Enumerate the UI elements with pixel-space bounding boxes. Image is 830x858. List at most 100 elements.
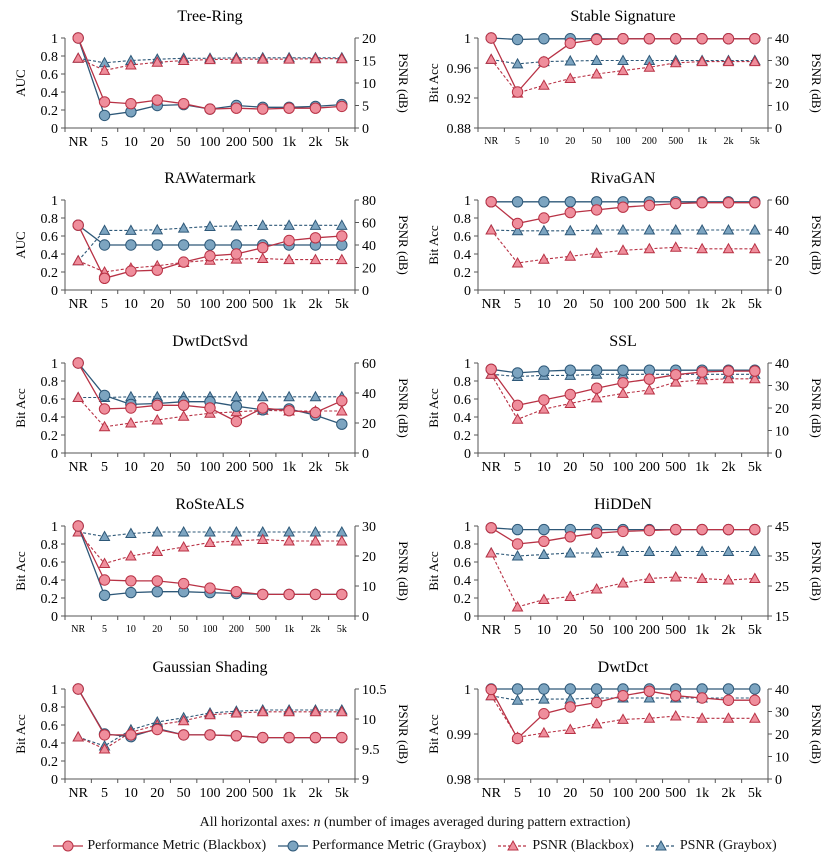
x-tick-label: 5k [337, 624, 347, 635]
chart-hidden: HiDDeN 0 0.2 0.4 0.6 0.8 1 15 25 35 45 NR 5 10 20 50 100… [426, 496, 824, 638]
x-tick-label: 2k [721, 297, 735, 312]
right-tick-label: 10.5 [362, 683, 387, 698]
y-axis-label: AUC [13, 69, 28, 96]
x-tick-label: 5 [514, 460, 521, 475]
x-tick-label: 500 [668, 136, 683, 147]
left-tick-label: 0.4 [454, 574, 472, 589]
right-tick-label: 0 [362, 284, 369, 299]
y2-axis-label: PSNR (dB) [396, 541, 411, 601]
marker-perf-black [749, 197, 761, 209]
marker-psnr-black [151, 413, 164, 425]
marker-psnr-black [538, 403, 550, 414]
marker-perf-gray [538, 196, 550, 208]
x-tick-label: 100 [200, 786, 221, 801]
marker-psnr-black [590, 67, 603, 79]
left-tick-label: 0.6 [454, 556, 472, 571]
right-tick-label: 60 [775, 194, 789, 209]
x-tick-label: NR [68, 786, 88, 801]
marker-perf-black [230, 248, 243, 260]
chart-title: Gaussian Shading [152, 659, 267, 676]
x-tick-label: 5k [335, 460, 349, 475]
series-line-perf-black [77, 37, 342, 110]
marker-perf-gray [749, 683, 761, 695]
marker-perf-black [670, 369, 682, 381]
caption-variable: n [313, 815, 321, 830]
marker-perf-black [643, 685, 656, 697]
series-line-psnr-black [490, 552, 755, 608]
marker-perf-black [564, 206, 576, 219]
right-tick-label: 9.5 [362, 743, 380, 758]
marker-psnr-gray [722, 223, 735, 235]
y-axis-label: Bit Acc [426, 388, 441, 428]
y2-axis-label: PSNR (dB) [809, 215, 824, 275]
marker-perf-black [72, 357, 84, 369]
x-tick-label: 5 [101, 786, 108, 801]
left-tick-label: 0.8 [41, 212, 59, 227]
marker-perf-black [749, 33, 761, 45]
x-tick-label: 10 [124, 460, 138, 475]
left-tick-label: 0.92 [447, 92, 472, 107]
marker-perf-black [722, 694, 735, 706]
x-tick-label: 1k [284, 624, 294, 635]
marker-perf-black [151, 264, 163, 276]
left-tick-label: 0.6 [454, 230, 472, 245]
marker-psnr-black [230, 53, 243, 64]
marker-psnr-gray [204, 525, 216, 537]
left-tick-label: 0.6 [41, 719, 59, 734]
x-tick-label: 50 [592, 136, 602, 147]
marker-psnr-gray [643, 691, 656, 703]
left-tick-label: 0 [464, 610, 471, 625]
marker-perf-gray [511, 523, 524, 536]
marker-psnr-gray [748, 223, 761, 235]
marker-perf-gray [125, 239, 137, 251]
marker-perf-gray [590, 683, 603, 695]
marker-psnr-black [177, 714, 190, 726]
marker-perf-black [98, 574, 111, 586]
x-tick-label: 1k [695, 460, 709, 475]
marker-perf-black [485, 32, 497, 44]
left-tick-label: 0.4 [41, 574, 59, 589]
marker-psnr-black [177, 410, 190, 421]
x-tick-label: 1k [282, 460, 296, 475]
x-tick-label: 50 [177, 297, 191, 312]
left-tick-label: 1 [51, 194, 58, 209]
marker-perf-black [204, 103, 216, 115]
marker-perf-black [643, 373, 656, 385]
marker-psnr-gray [309, 219, 322, 230]
x-tick-label: 100 [203, 624, 218, 635]
marker-psnr-black [335, 253, 348, 265]
marker-perf-gray [590, 364, 603, 376]
y-axis-label: Bit Acc [426, 63, 441, 103]
right-tick-label: 60 [362, 217, 376, 232]
y2-axis-label: PSNR (dB) [809, 704, 824, 764]
left-tick-label: 0.6 [41, 393, 59, 408]
right-tick-label: 20 [775, 402, 789, 417]
x-tick-label: 100 [200, 297, 221, 312]
marker-psnr-gray [617, 545, 629, 556]
right-tick-label: 5 [362, 100, 369, 115]
marker-perf-black [722, 197, 735, 209]
left-tick-label: 1 [464, 32, 471, 47]
marker-psnr-black [256, 705, 269, 717]
x-tick-label: 10 [537, 623, 551, 638]
x-tick-label: 20 [150, 460, 164, 475]
x-tick-label: 500 [252, 297, 273, 312]
x-tick-label: 1k [695, 786, 709, 801]
right-tick-label: 20 [775, 254, 789, 269]
x-tick-label: 500 [252, 460, 273, 475]
marker-psnr-black [643, 712, 656, 723]
right-tick-label: 15 [362, 55, 376, 70]
x-tick-label: 5k [748, 623, 762, 638]
x-tick-label: 500 [665, 786, 686, 801]
marker-psnr-black [230, 534, 243, 546]
marker-psnr-black [335, 534, 348, 546]
legend-item-psnr-gray: PSNR (Graybox) [645, 838, 777, 854]
x-tick-label: 1k [282, 786, 296, 801]
y2-axis-label: PSNR (dB) [396, 53, 411, 113]
chart-title: HiDDeN [594, 496, 652, 513]
x-tick-label: 20 [152, 624, 162, 635]
marker-perf-gray [151, 586, 163, 598]
marker-perf-black [749, 365, 761, 377]
x-tick-label: 50 [590, 786, 604, 801]
